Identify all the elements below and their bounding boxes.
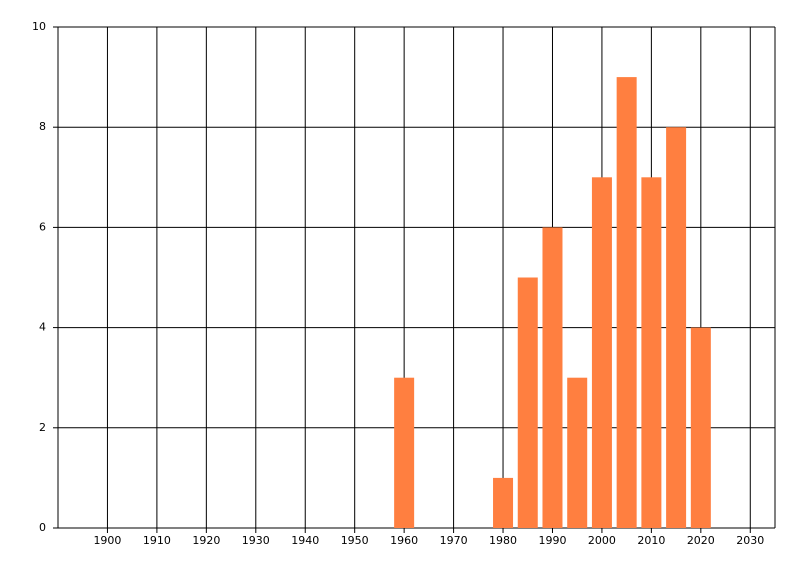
x-tick-label: 1980: [489, 534, 517, 547]
x-tick-label: 1960: [390, 534, 418, 547]
x-tick-label: 1950: [341, 534, 369, 547]
x-tick-label: 2010: [637, 534, 665, 547]
y-tick-label: 10: [32, 20, 46, 33]
bar: [616, 77, 637, 528]
bar: [666, 127, 687, 528]
bar: [542, 227, 563, 528]
x-tick-label: 1940: [291, 534, 319, 547]
x-tick-label: 2020: [687, 534, 715, 547]
x-tick-label: 1990: [538, 534, 566, 547]
bar: [591, 177, 612, 529]
bar: [394, 377, 415, 528]
y-tick-label: 0: [39, 521, 46, 534]
y-tick-label: 8: [39, 120, 46, 133]
y-tick-label: 2: [39, 421, 46, 434]
x-tick-label: 1920: [192, 534, 220, 547]
bar: [493, 477, 514, 528]
x-tick-label: 1900: [93, 534, 121, 547]
x-tick-label: 1970: [440, 534, 468, 547]
bar: [517, 277, 538, 528]
bar: [690, 327, 711, 528]
bar: [567, 377, 588, 528]
y-tick-label: 6: [39, 220, 46, 233]
y-tick-label: 4: [39, 321, 46, 334]
x-tick-label: 1930: [242, 534, 270, 547]
bar: [641, 177, 662, 529]
x-tick-label: 2000: [588, 534, 616, 547]
x-tick-label: 2030: [736, 534, 764, 547]
x-tick-label: 1910: [143, 534, 171, 547]
